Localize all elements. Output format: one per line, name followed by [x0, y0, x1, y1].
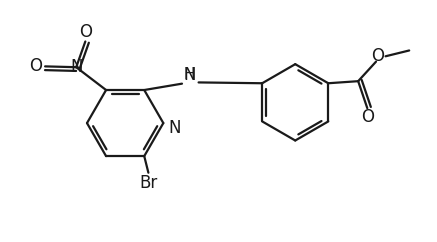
Text: O: O [362, 108, 375, 126]
Text: N: N [168, 119, 181, 137]
Text: O: O [29, 57, 42, 75]
Text: N: N [70, 58, 83, 76]
Text: H: H [184, 67, 195, 82]
Text: O: O [371, 47, 385, 65]
Text: Br: Br [139, 174, 157, 192]
Text: N: N [183, 66, 196, 84]
Text: O: O [79, 23, 92, 41]
